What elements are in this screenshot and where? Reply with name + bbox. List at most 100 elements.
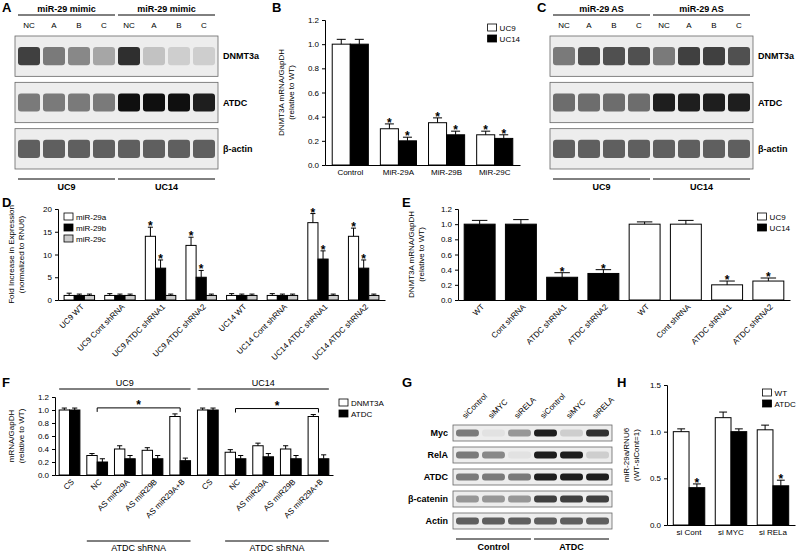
x-tick-label: ATDC shRNA2 — [731, 302, 775, 346]
y-axis: 1.2 — [38, 393, 55, 402]
group-line — [59, 389, 190, 390]
bar — [308, 417, 318, 476]
blot-band — [168, 47, 190, 65]
x-axis: Cont shRNA — [490, 300, 528, 340]
blot-band — [456, 429, 479, 436]
blot-band — [456, 451, 479, 458]
group-line — [118, 15, 215, 16]
significance: * — [453, 123, 458, 137]
blot-band — [653, 140, 675, 158]
bar — [380, 129, 398, 165]
legend-label: miR-29c — [76, 235, 106, 244]
legend-swatch — [64, 224, 73, 231]
error-cap — [513, 219, 528, 220]
blot-band — [118, 93, 140, 111]
error-cap — [293, 455, 298, 456]
group-line — [87, 541, 191, 542]
bar — [359, 268, 369, 300]
y-tick-label: 0.6 — [308, 89, 320, 98]
error-bar — [200, 408, 205, 410]
x-tick-label: Cont shRNA — [490, 302, 528, 340]
legend-label: ATDC — [351, 410, 372, 419]
error-bar — [77, 294, 82, 295]
x-axis: ATDC shRNA2 — [566, 300, 610, 346]
bar — [263, 457, 273, 475]
group-label: UC9 — [116, 378, 134, 388]
significance: * — [405, 129, 410, 143]
error-cap — [355, 39, 364, 40]
blot-strip — [15, 129, 218, 169]
annotations: ** — [97, 398, 318, 413]
y-axis: 0.00.51.01.5 — [650, 381, 668, 530]
bar-panel: E0.00.20.40.60.81.01.2WTCont shRNAATDC s… — [402, 195, 791, 346]
error-cap — [100, 458, 105, 459]
x-tick-label: WT — [636, 302, 651, 317]
y-tick — [322, 44, 325, 45]
legend-swatch — [64, 235, 73, 242]
row-label: DNMT3a — [758, 51, 795, 61]
error-bar — [127, 456, 132, 459]
y-axis-line — [322, 21, 326, 166]
bar — [332, 44, 350, 165]
y-axis-line — [52, 398, 56, 476]
error-line — [685, 220, 686, 224]
error-cap — [229, 293, 234, 294]
x-tick-label: MiR-29A — [383, 168, 415, 177]
x-tick-label: UC14 ATDC shRNA2 — [310, 302, 370, 362]
lane-label: siMYC — [487, 397, 510, 420]
y-tick — [455, 255, 458, 256]
legend-swatch — [763, 389, 772, 396]
error-bar — [311, 415, 316, 417]
lane-label: A — [586, 21, 592, 30]
annotations: ** — [695, 472, 784, 490]
blot-band — [586, 429, 609, 436]
y-axis: 1.2 — [441, 205, 458, 214]
group-line — [553, 15, 650, 16]
y-tick — [322, 117, 325, 118]
legend-label: miR-29b — [76, 224, 107, 233]
panel-letter: G — [402, 375, 412, 390]
blot-band — [482, 495, 505, 502]
legend-swatch — [64, 213, 73, 220]
significance: * — [766, 270, 771, 284]
y-tick-label: 0.4 — [308, 113, 320, 122]
blot-band — [703, 140, 725, 158]
bar-panel: F0.00.20.40.60.81.01.2CSNCAS miR29AAS mi… — [2, 375, 385, 553]
x-axis: NC — [227, 475, 242, 492]
x-axis: MiR-29B — [431, 165, 462, 177]
blot-strip — [550, 129, 753, 169]
blot-band — [628, 47, 650, 65]
x-tick-label: WT — [471, 302, 486, 317]
error-bar — [355, 39, 364, 44]
blot-band — [728, 93, 750, 111]
blot-band — [43, 47, 65, 65]
annotations: ****** — [387, 110, 506, 143]
blot-band — [678, 140, 700, 158]
error-bar — [678, 220, 693, 224]
group-label: UC9 — [592, 182, 610, 192]
x-axis: MiR-29C — [479, 165, 511, 177]
error-cap — [172, 413, 177, 414]
bar — [505, 224, 536, 300]
bar — [170, 417, 180, 476]
error-cap — [77, 294, 82, 295]
error-cap — [280, 294, 285, 295]
error-bar — [117, 294, 122, 295]
plot: 0.00.20.40.60.81.01.2WTCont shRNAATDC sh… — [407, 205, 791, 346]
x-axis: AS miR29A+B — [144, 475, 187, 520]
blot-band — [560, 473, 583, 480]
bar — [206, 295, 216, 300]
y-tick-label: 0.2 — [38, 458, 50, 467]
x-tick-label: NC — [89, 477, 104, 492]
y-tick — [55, 255, 58, 256]
error-line — [479, 220, 480, 224]
bar — [629, 224, 660, 300]
group-line — [118, 179, 215, 180]
y-axis-title: (relative to WT) — [17, 408, 26, 463]
y-tick — [52, 423, 55, 424]
significance: * — [601, 262, 606, 276]
y-tick — [455, 209, 458, 210]
error-bar — [168, 294, 173, 295]
legend: WTATDC — [763, 389, 796, 409]
y-tick — [664, 385, 667, 386]
